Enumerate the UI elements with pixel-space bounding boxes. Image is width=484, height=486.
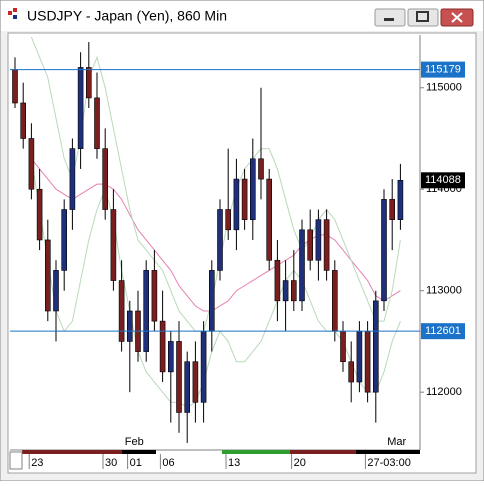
- candle-body: [69, 148, 76, 210]
- candle-body: [102, 148, 108, 210]
- candle-body: [110, 209, 117, 281]
- indicator-line: [30, 36, 401, 332]
- candle-body: [94, 97, 100, 149]
- indicator-line: [30, 158, 401, 408]
- candle-body: [143, 270, 149, 352]
- candle-body: [389, 199, 396, 220]
- candle-body: [315, 219, 322, 261]
- candle-body: [331, 270, 338, 332]
- y-tick-label: 115000: [426, 82, 462, 94]
- candle-body: [36, 188, 43, 241]
- candle-body: [127, 310, 133, 342]
- candle-body: [44, 239, 51, 312]
- candle-body: [397, 180, 404, 220]
- candle-body: [159, 320, 166, 373]
- minimize-button[interactable]: [374, 8, 406, 27]
- candle-body: [274, 259, 281, 302]
- candle-body: [192, 361, 199, 403]
- candle-body: [225, 209, 231, 231]
- month-label: Mar: [387, 436, 406, 448]
- x-tick-label: 06: [162, 457, 174, 469]
- candle-body: [282, 280, 289, 302]
- candle-body: [217, 209, 223, 271]
- indicator-line: [31, 158, 401, 312]
- candle-body: [364, 330, 371, 393]
- price-marker: [421, 323, 465, 340]
- last-price-label: 114088: [425, 174, 461, 186]
- last-price-marker: [421, 172, 465, 189]
- x-tick-label: 20: [294, 457, 306, 469]
- candle-body: [356, 330, 363, 383]
- candle-body: [28, 138, 35, 190]
- candle-body: [184, 361, 190, 413]
- x-tick-label: 27-03:00: [367, 457, 410, 469]
- candle-body: [307, 229, 314, 261]
- candle-body: [348, 361, 355, 383]
- candle-body: [209, 270, 215, 332]
- candle-body: [168, 341, 174, 373]
- x-tick-label: 30: [105, 457, 117, 469]
- candle-body: [290, 280, 297, 302]
- candle-body: [266, 178, 273, 261]
- candle-body: [372, 300, 379, 393]
- month-label: Feb: [125, 436, 144, 448]
- candle-body: [77, 67, 84, 149]
- price-marker: [421, 61, 465, 78]
- app-icon: [8, 8, 17, 19]
- candle-body: [86, 67, 92, 99]
- candle-body: [200, 330, 207, 403]
- price-marker-label: 112601: [425, 325, 461, 337]
- candle-body: [323, 219, 330, 271]
- candle-body: [381, 199, 387, 302]
- x-tick-label: 13: [228, 457, 240, 469]
- candle-body: [61, 209, 68, 271]
- candle-body: [176, 341, 182, 413]
- candle-body: [233, 178, 240, 231]
- y-tick-label: 113000: [426, 285, 462, 297]
- candle-body: [12, 69, 18, 104]
- time-strip: [9, 450, 420, 470]
- close-button[interactable]: [440, 8, 474, 27]
- candle-body: [20, 102, 27, 139]
- candle-body: [258, 158, 264, 180]
- window-title: USDJPY - Japan (Yen), 860 Min: [27, 8, 227, 24]
- candle-body: [340, 330, 346, 363]
- y-tick-label: 112000: [426, 386, 462, 398]
- x-tick-label: 23: [31, 457, 43, 469]
- candle-body: [151, 270, 158, 322]
- candle-body: [53, 270, 59, 312]
- x-tick-label: 01: [130, 457, 142, 469]
- maximize-button[interactable]: [407, 8, 439, 27]
- candle-body: [241, 178, 248, 220]
- price-marker-label: 115179: [425, 64, 461, 76]
- candle-body: [299, 229, 305, 302]
- candle-body: [118, 280, 125, 342]
- candle-body: [250, 158, 256, 220]
